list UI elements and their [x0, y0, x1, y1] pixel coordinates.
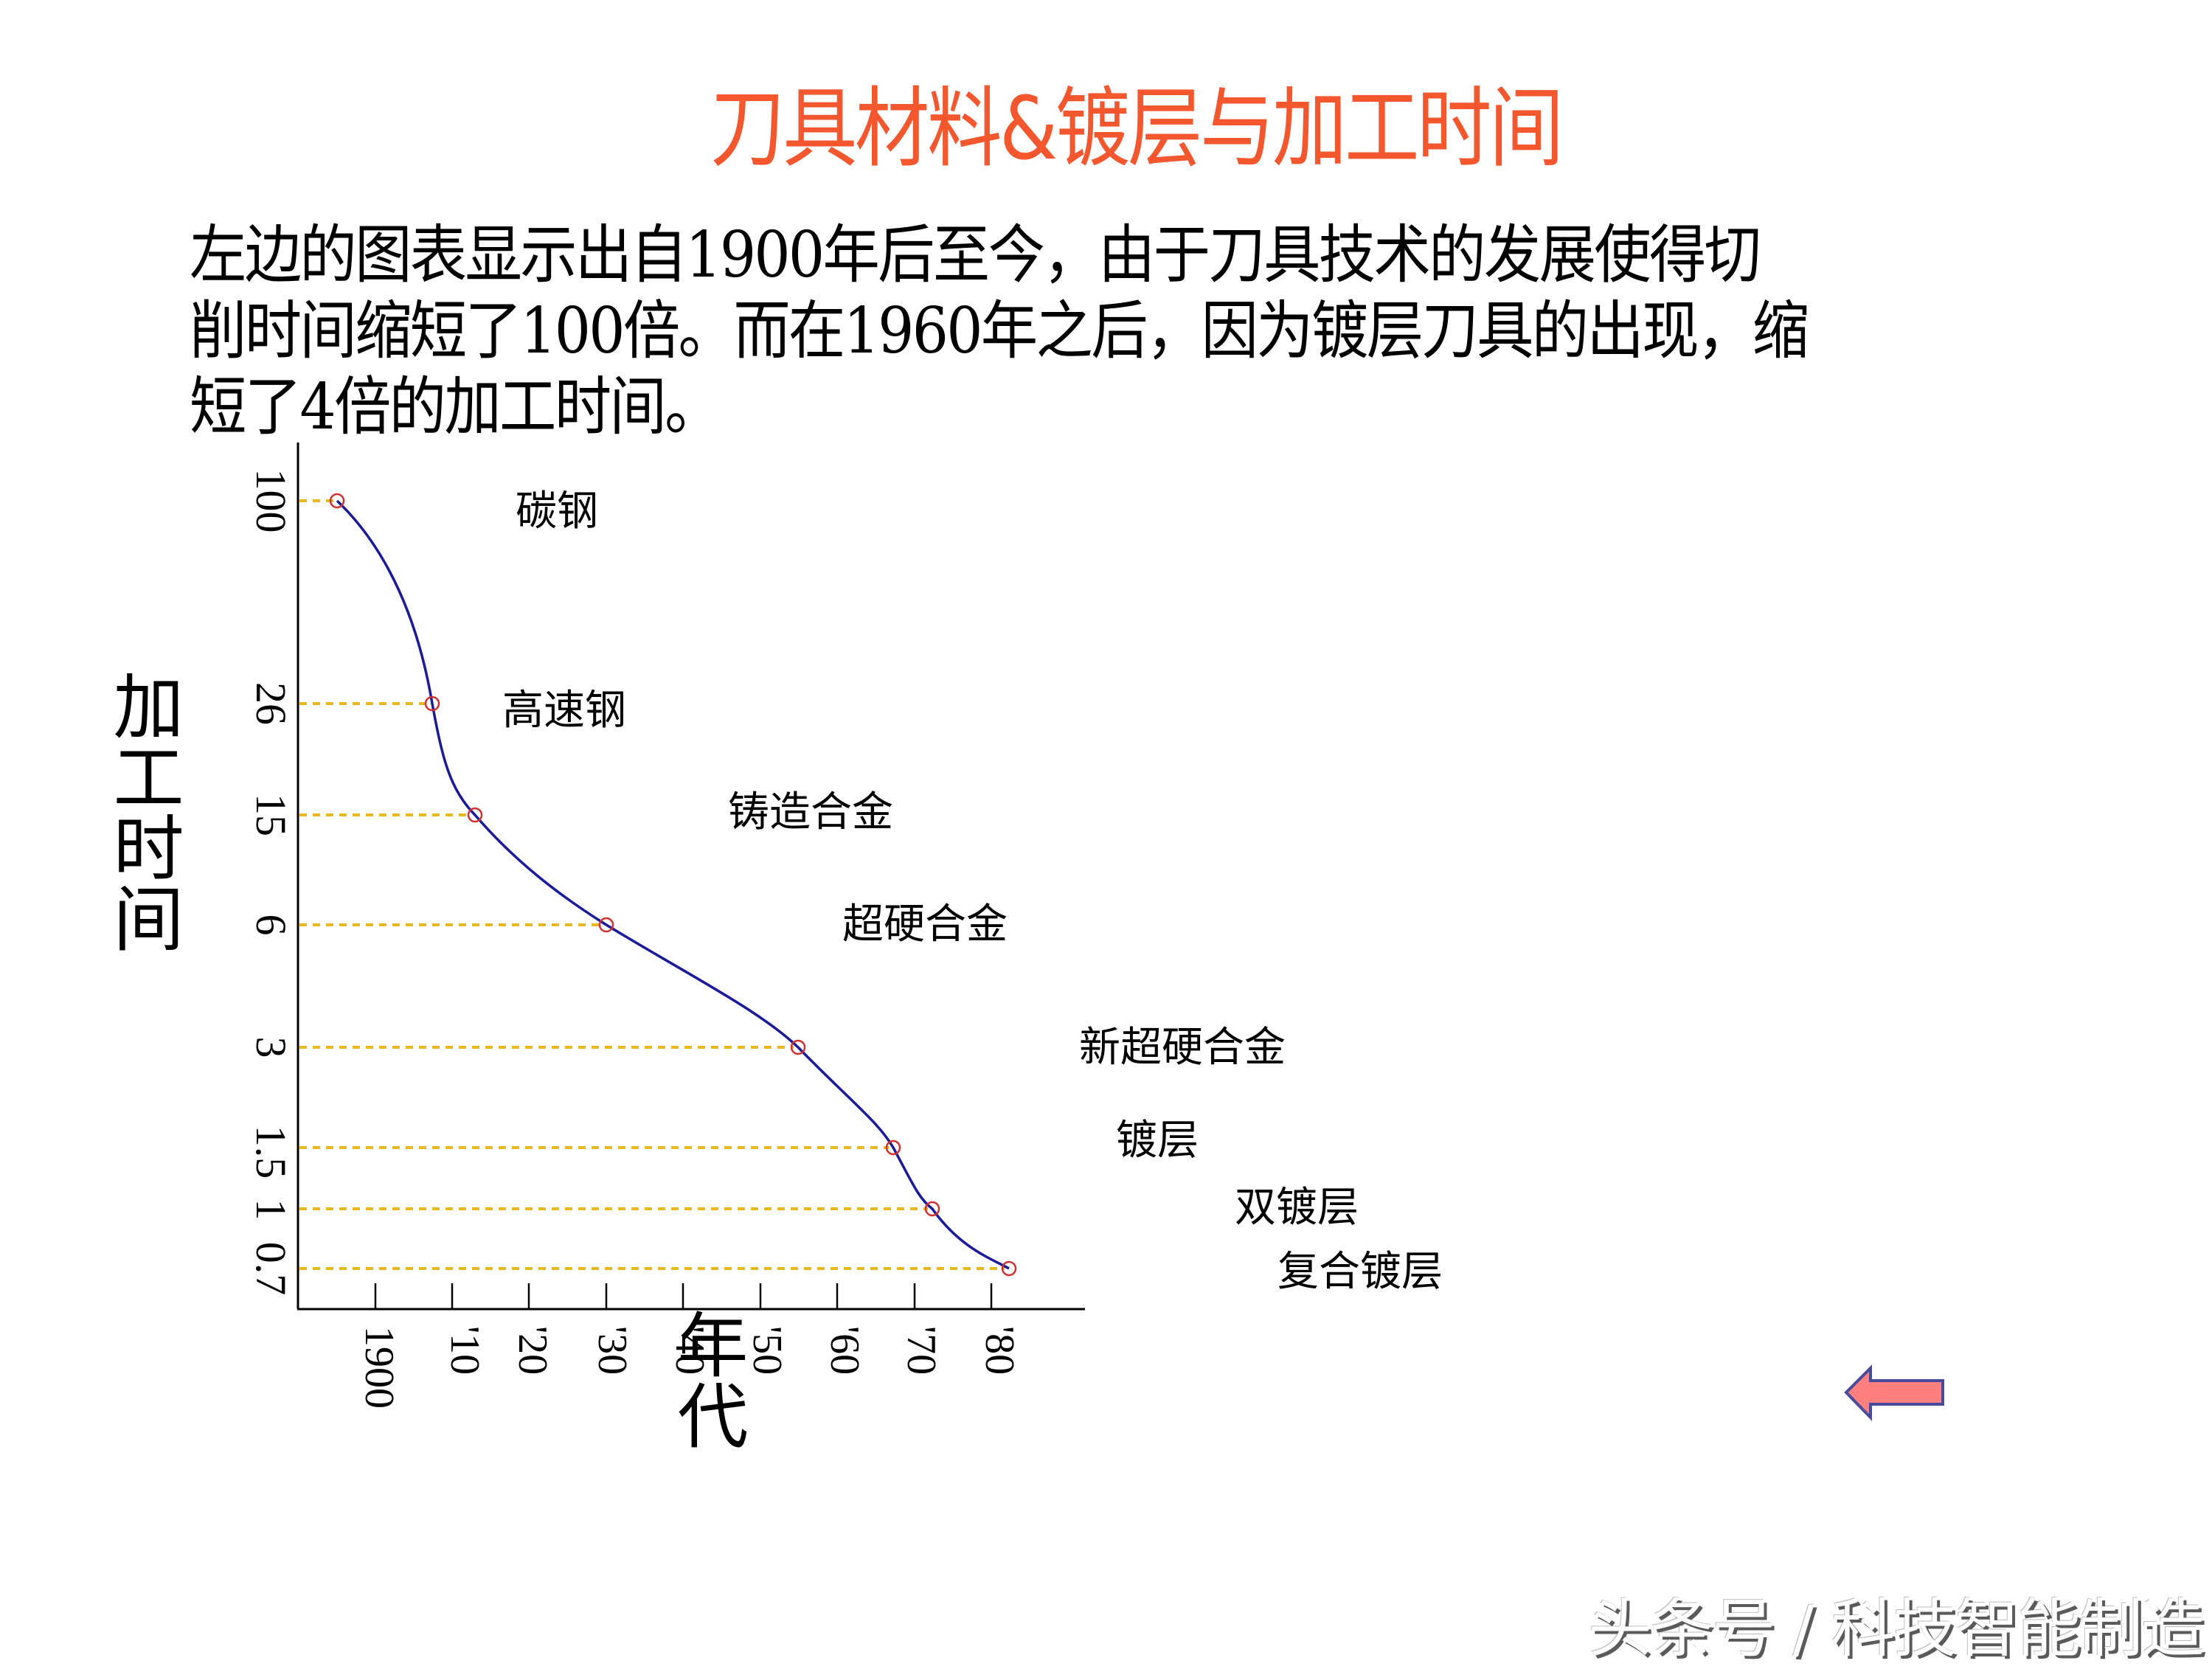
x-tick-70: '70: [898, 1326, 944, 1375]
y-tick-6: 6: [247, 915, 295, 936]
y-tick-26: 26: [247, 682, 295, 725]
x-tick-1900: 1900: [356, 1326, 402, 1409]
guide-lines: [299, 499, 1005, 1270]
marker-carbon-steel: [329, 493, 345, 509]
marker-double-coating: [924, 1201, 940, 1217]
label-carbon-steel: 碳钢: [516, 487, 598, 535]
slide-title: 刀具材料&镀层与加工时间: [710, 77, 1564, 179]
description-line-2: 削时间缩短了100倍。而在1960年之后，因为镀层刀具的出现，缩: [190, 294, 1809, 368]
description-text: 左边的图表显示出自1900年后至今，由于刀具技术的发展使得切 削时间缩短了100…: [190, 218, 1889, 445]
description-line-3: 短了4倍的加工时间。: [190, 370, 722, 444]
material-labels: 碳钢 高速钢 铸造合金 超硬合金 新超硬合金 镀层 双镀层 复合镀层: [502, 487, 1443, 1296]
x-ticks: [374, 1283, 993, 1309]
marker-new-carbide: [790, 1039, 806, 1055]
marker-cemented-carbide: [598, 917, 614, 933]
label-composite-coating: 复合镀层: [1277, 1248, 1443, 1296]
marker-cast-alloy: [467, 807, 483, 823]
x-tick-50: '50: [744, 1326, 790, 1375]
label-cast-alloy: 铸造合金: [728, 788, 893, 836]
y-tick-15: 15: [247, 794, 295, 836]
label-cemented-carbide: 超硬合金: [842, 901, 1008, 948]
machining-time-curve: [336, 499, 1010, 1270]
x-tick-20: '20: [510, 1326, 555, 1375]
y-tick-labels: 100 26 15 6 3 1.5 1 0.7: [247, 469, 295, 1296]
marker-coating: [885, 1139, 901, 1156]
description-line-1: 左边的图表显示出自1900年后至今，由于刀具技术的发展使得切: [190, 218, 1761, 292]
watermark: 头条号 / 科技智能制造: [1588, 1592, 2205, 1666]
y-tick-3: 3: [247, 1037, 295, 1058]
x-tick-60: '60: [822, 1326, 867, 1375]
x-axis-title: 年代: [665, 1308, 748, 1450]
y-tick-100: 100: [247, 469, 295, 533]
x-tick-10: '10: [442, 1326, 488, 1375]
x-tick-30: '30: [589, 1326, 635, 1375]
y-tick-1-5: 1.5: [247, 1125, 295, 1179]
left-arrow-icon[interactable]: [1844, 1364, 1944, 1421]
y-tick-0-7: 0.7: [247, 1242, 295, 1296]
marker-high-speed-steel: [424, 695, 440, 712]
x-tick-40: '40: [667, 1326, 713, 1375]
data-markers: [329, 493, 1017, 1277]
label-new-carbide: 新超硬合金: [1079, 1024, 1286, 1072]
x-tick-labels: 1900 '10 '20 '30 '40 '50 '60 '70 '80: [356, 1326, 1022, 1409]
y-tick-1: 1: [247, 1199, 295, 1221]
marker-composite-coating: [1001, 1260, 1017, 1277]
y-axis-title: 加工时间: [101, 670, 184, 953]
label-coating: 镀层: [1116, 1117, 1199, 1165]
label-double-coating: 双镀层: [1235, 1184, 1359, 1232]
x-tick-80: '80: [977, 1326, 1022, 1375]
label-high-speed-steel: 高速钢: [502, 687, 626, 735]
